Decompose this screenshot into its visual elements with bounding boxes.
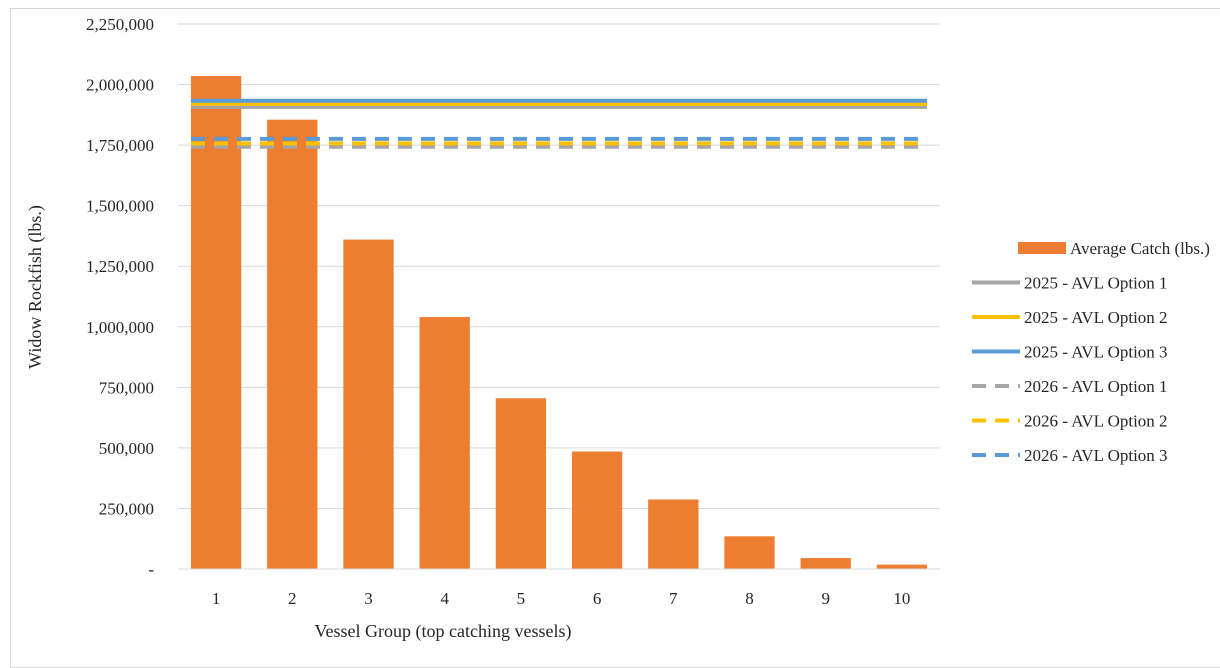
legend: Average Catch (lbs.) 2025 - AVL Option 1 2… — [972, 239, 1210, 465]
x-tick-label: 10 — [893, 589, 910, 608]
bar-group-8 — [724, 536, 775, 569]
y-tick-label: 1,750,000 — [86, 136, 154, 155]
chart-canvas: - 250,000 500,000 750,000 1,000,000 1,250,000… — [25, 15, 1210, 642]
bar-group-6 — [571, 451, 623, 569]
x-tick-labels: 1 2 3 4 5 6 7 8 9 10 — [212, 589, 911, 608]
x-tick-label: 9 — [821, 589, 830, 608]
bar-group-10 — [876, 564, 928, 569]
x-tick-label: 3 — [364, 589, 373, 608]
y-tick-label: 1,000,000 — [86, 318, 154, 337]
y-tick-label: 500,000 — [99, 439, 154, 458]
legend-label: 2025 - AVL Option 1 — [1024, 274, 1168, 293]
y-tick-labels: - 250,000 500,000 750,000 1,000,000 1,250,000… — [86, 15, 154, 579]
x-tick-label: 7 — [669, 589, 678, 608]
legend-label: 2026 - AVL Option 3 — [1024, 446, 1168, 465]
x-tick-label: 5 — [517, 589, 526, 608]
x-tick-label: 1 — [212, 589, 221, 608]
x-axis-label: Vessel Group (top catching vessels) — [315, 621, 572, 642]
bar-group-4 — [419, 317, 470, 569]
x-tick-label: 6 — [593, 589, 602, 608]
legend-label: 2025 - AVL Option 2 — [1024, 308, 1168, 327]
y-tick-label: 750,000 — [99, 378, 154, 397]
bar-series — [190, 76, 928, 570]
y-axis-label: Widow Rockfish (lbs.) — [25, 205, 46, 369]
y-tick-label: 2,000,000 — [86, 76, 154, 95]
bar-group-3 — [343, 239, 394, 570]
bar-group-5 — [495, 398, 547, 569]
legend-label: 2026 - AVL Option 1 — [1024, 377, 1168, 396]
y-tick-label: - — [148, 560, 154, 579]
y-tick-label: 1,500,000 — [86, 197, 154, 216]
legend-label: Average Catch (lbs.) — [1070, 239, 1210, 258]
legend-label: 2026 - AVL Option 2 — [1024, 412, 1168, 431]
bar-group-7 — [648, 499, 699, 569]
x-tick-label: 8 — [745, 589, 754, 608]
y-tick-label: 1,250,000 — [86, 257, 154, 276]
bar-group-2 — [267, 119, 318, 569]
reference-lines — [190, 98, 928, 149]
x-tick-label: 4 — [440, 589, 449, 608]
y-tick-label: 250,000 — [99, 499, 154, 518]
legend-label: 2025 - AVL Option 3 — [1024, 343, 1168, 362]
bar-group-9 — [800, 558, 851, 569]
y-tick-label: 2,250,000 — [86, 15, 154, 34]
bar-group-1 — [190, 76, 242, 570]
x-tick-label: 2 — [288, 589, 297, 608]
legend-swatch — [1018, 242, 1066, 254]
